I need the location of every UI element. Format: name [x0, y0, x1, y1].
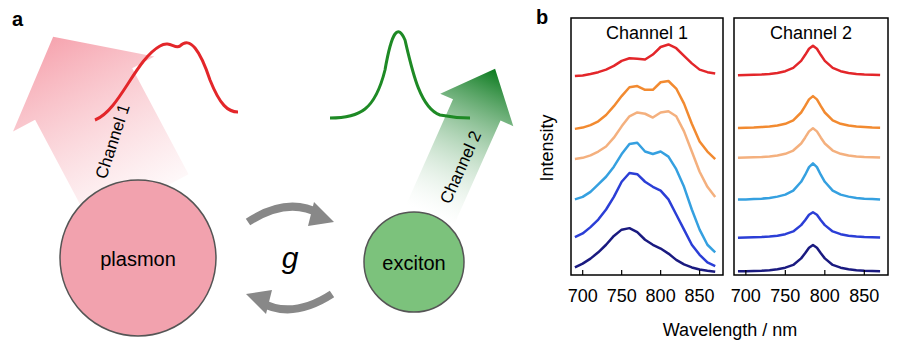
coupling-arrow: [260, 294, 332, 309]
spectrum-line: [575, 143, 715, 253]
panel-label: b: [536, 6, 548, 28]
spectrum-line: [575, 173, 715, 266]
channel-label: Channel 2: [436, 128, 485, 207]
x-tick-label: 750: [607, 286, 637, 306]
spectrum-sketch: [330, 32, 470, 118]
coupling-arrowhead: [308, 202, 334, 226]
x-tick-label: 750: [770, 286, 800, 306]
x-tick: [824, 270, 825, 275]
spectrum-line: [738, 128, 880, 157]
chart-title: Channel 2: [770, 23, 852, 43]
coupling-arrowhead: [246, 290, 272, 314]
plot-area: [738, 46, 880, 272]
spectrum-line: [738, 46, 880, 75]
x-tick-label: 700: [731, 286, 761, 306]
x-tick: [745, 270, 746, 275]
plot-frame: [571, 18, 723, 275]
x-tick-label: 800: [810, 286, 840, 306]
spectrum-line: [575, 44, 715, 75]
coupling-label: g: [282, 241, 299, 274]
spectrum-line: [575, 81, 715, 159]
x-tick: [864, 270, 865, 275]
plasmon-node: [60, 180, 216, 336]
figure: a Channel 1 Channel 2 plasmon exciton g b Inten…: [0, 0, 915, 352]
x-tick: [582, 270, 583, 275]
x-tick-label: 850: [685, 286, 715, 306]
x-axis-label: Wavelength / nm: [663, 320, 797, 340]
x-tick: [660, 270, 661, 275]
spectrum-line: [575, 228, 715, 272]
chart-title: Channel 1: [606, 23, 688, 43]
x-tick: [621, 270, 622, 275]
spectrum-line: [738, 96, 880, 128]
channel-label: Channel 1: [92, 102, 134, 182]
spectrum-line: [738, 245, 880, 271]
x-tick-label: 850: [849, 286, 879, 306]
spectrum-line: [738, 212, 880, 237]
node-label: plasmon: [100, 248, 176, 270]
x-tick-label: 800: [646, 286, 676, 306]
x-tick: [785, 270, 786, 275]
panel-label: a: [12, 8, 24, 30]
x-tick: [699, 270, 700, 275]
spectrum-line: [738, 163, 880, 199]
node-label: exciton: [382, 252, 445, 274]
x-tick-label: 700: [568, 286, 598, 306]
exciton-node: [364, 212, 464, 312]
coupling-arrow: [248, 207, 320, 222]
spectrum-line: [575, 111, 715, 197]
y-axis-label: Intensity: [537, 114, 557, 181]
plot-area: [575, 44, 715, 271]
plot-frame: [734, 18, 888, 275]
